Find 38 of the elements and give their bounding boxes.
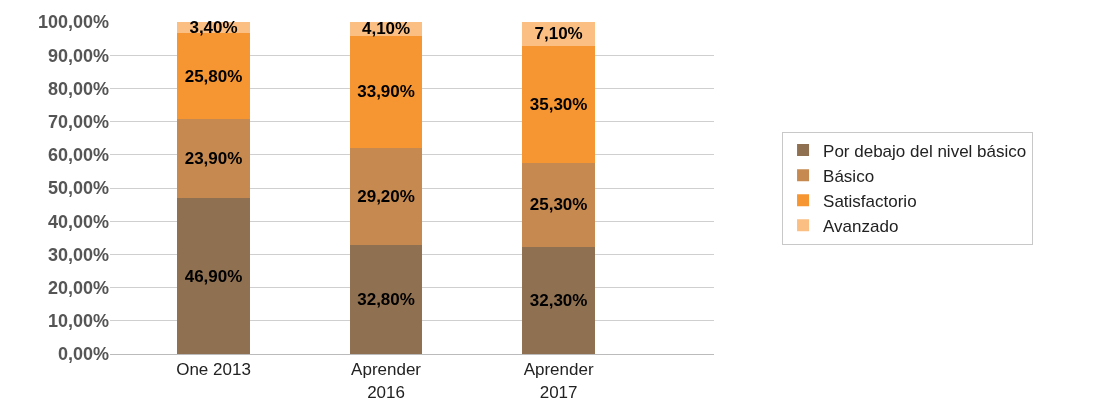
data-label: 32,30% — [529, 290, 588, 310]
bar — [522, 45, 595, 163]
y-tick-label: 20,00% — [47, 277, 109, 298]
data-label: 33,90% — [357, 82, 415, 102]
data-label: 4,10% — [361, 19, 411, 39]
bar — [349, 245, 423, 354]
y-tick-label: 100,00% — [37, 12, 109, 33]
bar — [177, 118, 250, 199]
y-tick-label: 50,00% — [47, 178, 109, 199]
y-tick-label: 60,00% — [47, 145, 109, 166]
y-tick-label: 90,00% — [47, 45, 109, 66]
legend-label: Satisfactorio — [823, 191, 917, 211]
x-tick-label: Aprender 2017 — [523, 360, 594, 402]
data-label: 3,40% — [189, 18, 238, 38]
x-tick-label: Aprender 2016 — [351, 360, 422, 402]
y-tick-label: 30,00% — [47, 244, 109, 265]
data-label: 25,80% — [184, 66, 243, 86]
y-tick-label: 0,00% — [57, 344, 109, 365]
bar — [522, 246, 595, 354]
legend-label: Por debajo del nivel básico — [823, 141, 1027, 161]
data-label: 32,80% — [357, 290, 415, 310]
data-label: 23,90% — [184, 149, 243, 169]
data-label: 7,10% — [534, 24, 583, 44]
data-label: 46,90% — [184, 266, 243, 286]
y-tick-label: 10,00% — [47, 311, 109, 332]
data-label: 25,30% — [529, 195, 588, 215]
y-tick-label: 40,00% — [47, 211, 109, 232]
data-label: 29,20% — [357, 187, 415, 207]
y-tick-label: 80,00% — [47, 78, 109, 99]
bar — [522, 162, 595, 247]
x-tick-label: One 2013 — [176, 360, 251, 380]
legend-label: Avanzado — [823, 216, 899, 236]
data-label: 35,30% — [529, 94, 588, 114]
legend-label: Básico — [823, 166, 875, 186]
bar — [349, 148, 423, 246]
y-tick-label: 70,00% — [47, 111, 109, 132]
bar — [349, 35, 423, 149]
bar — [177, 198, 250, 354]
